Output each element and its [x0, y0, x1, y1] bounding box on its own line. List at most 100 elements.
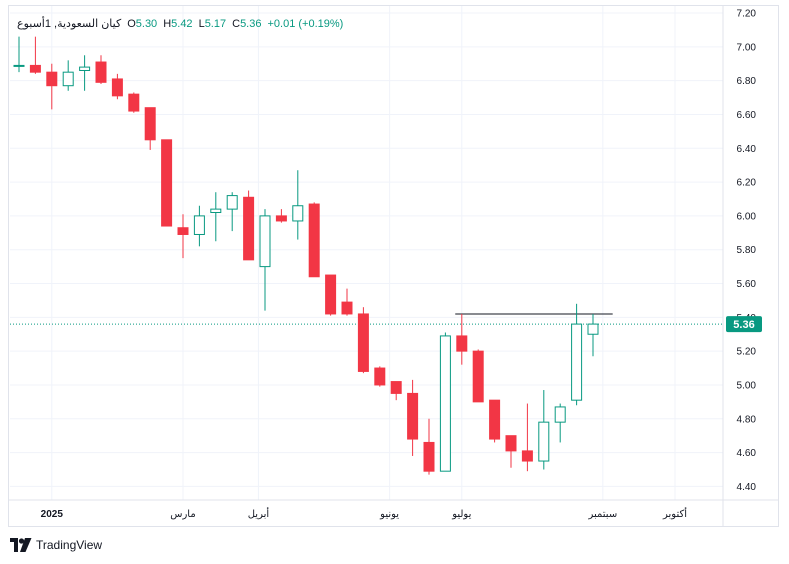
candle[interactable] [456, 313, 468, 365]
price-tick-label: 7.20 [737, 9, 757, 20]
price-tick-label: 5.80 [737, 245, 757, 256]
candle[interactable] [407, 379, 419, 456]
price-axis[interactable]: 7.207.006.806.606.406.206.005.805.605.40… [737, 9, 757, 493]
candle[interactable] [259, 209, 271, 311]
time-tick-label: أبريل [248, 507, 270, 520]
candle-body [29, 64, 41, 73]
candle[interactable] [341, 288, 353, 316]
candle[interactable] [111, 73, 123, 100]
price-tick-label: 7.00 [737, 42, 757, 53]
candle[interactable] [538, 390, 550, 470]
candle[interactable] [439, 332, 451, 472]
candle-body [193, 215, 205, 235]
candle-body [456, 335, 468, 352]
change-value: +0.01 (+0.19%) [267, 18, 344, 30]
candle[interactable] [472, 349, 484, 403]
price-tick-label: 5.20 [737, 347, 757, 358]
candle[interactable] [62, 60, 74, 91]
high-label: H [163, 18, 172, 30]
candle-body [390, 381, 402, 394]
candle[interactable] [505, 435, 517, 468]
candle-body [177, 227, 189, 235]
candle[interactable] [243, 190, 255, 261]
open-label: O [127, 18, 136, 30]
candle[interactable] [308, 202, 320, 278]
candle[interactable] [144, 107, 156, 150]
candle-body [538, 421, 550, 462]
symbol-label[interactable]: كيان السعودية, 1أسبوع [17, 18, 122, 30]
candle-body [95, 61, 107, 83]
candle-body [128, 93, 140, 112]
high-readout: H5.42 [163, 18, 192, 30]
candles [13, 36, 599, 475]
last-price-tag-label: 5.36 [733, 319, 754, 331]
candle[interactable] [587, 313, 599, 357]
candle[interactable] [210, 192, 222, 242]
open-value: 5.30 [135, 18, 158, 30]
last-price-tag: 5.36 [726, 316, 762, 333]
price-tick-label: 4.40 [737, 482, 757, 493]
price-tick-label: 6.80 [737, 76, 757, 87]
open-readout: O5.30 [127, 18, 157, 30]
candle[interactable] [374, 366, 386, 387]
candle-body [210, 208, 222, 214]
candle[interactable] [390, 381, 402, 401]
candle[interactable] [193, 205, 205, 247]
price-tick-label: 6.40 [737, 144, 757, 155]
ohlc-legend: كيان السعودية, 1أسبوع O5.30 H5.42 L5.17 … [17, 17, 343, 30]
candle-body [308, 203, 320, 278]
low-label: L [198, 18, 205, 30]
candle[interactable] [177, 214, 189, 259]
last-price-tag-bg [726, 316, 762, 333]
candle[interactable] [325, 274, 337, 316]
time-axis[interactable]: 2025 مارس أبريل يونيو يوليو سبتمبر أكتوبر [41, 507, 688, 520]
candle[interactable] [571, 303, 583, 406]
candle-body [357, 313, 369, 372]
time-tick-label: يوليو [451, 509, 471, 520]
candle[interactable] [79, 55, 91, 91]
price-tick-label: 4.60 [737, 448, 757, 459]
candle-body [554, 406, 566, 423]
candle-body [111, 78, 123, 97]
low-value: 5.17 [204, 18, 227, 30]
price-tick-label: 5.60 [737, 279, 757, 290]
candle[interactable] [554, 403, 566, 443]
candle[interactable] [357, 307, 369, 374]
candle[interactable] [128, 92, 140, 113]
chart-frame [8, 5, 779, 527]
candle-body [259, 215, 271, 268]
candle[interactable] [95, 55, 107, 85]
price-tick-label: 4.80 [737, 414, 757, 425]
close-value: 5.36 [240, 18, 262, 30]
candle-body [472, 350, 484, 403]
candle-body [489, 399, 501, 440]
candle-body [79, 66, 91, 71]
candle[interactable] [275, 209, 287, 223]
candle[interactable] [161, 139, 173, 227]
candle[interactable] [13, 36, 25, 73]
price-tick-label: 5.00 [737, 380, 757, 391]
price-tick-label: 6.00 [737, 211, 757, 222]
candle-body [144, 107, 156, 141]
candle[interactable] [423, 418, 435, 475]
price-tick-label: 6.60 [737, 110, 757, 121]
candle-body [226, 195, 238, 210]
candle[interactable] [46, 63, 58, 110]
candle[interactable] [489, 399, 501, 443]
high-value: 5.42 [171, 18, 193, 30]
close-readout: C5.36 [232, 18, 261, 30]
candle-body [243, 196, 255, 261]
candle-body [292, 205, 304, 222]
candle-body [341, 301, 353, 315]
candle[interactable] [521, 403, 533, 472]
tradingview-logo-icon [10, 538, 32, 552]
time-tick-label: أكتوبر [662, 507, 687, 520]
candle[interactable] [29, 36, 41, 74]
tradingview-branding[interactable]: TradingView [10, 538, 102, 552]
candle-body [325, 274, 337, 315]
candle-body [407, 392, 419, 440]
candle[interactable] [226, 192, 238, 232]
candle-body [161, 139, 173, 227]
candle[interactable] [292, 170, 304, 240]
